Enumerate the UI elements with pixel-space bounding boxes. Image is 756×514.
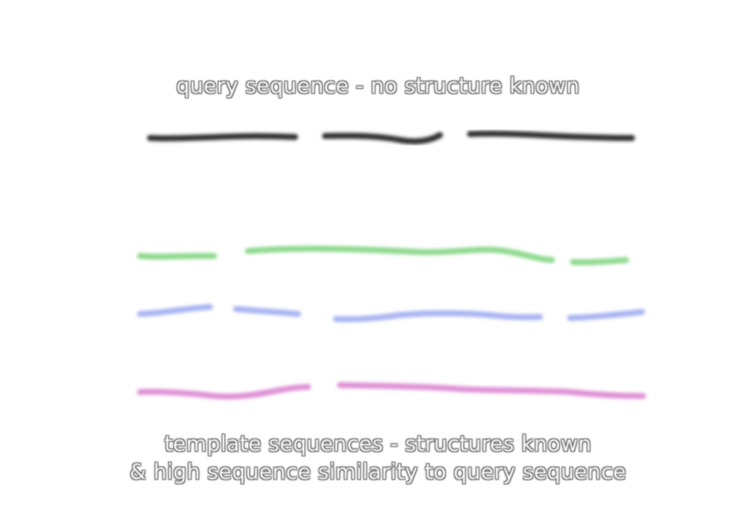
query-sequence-line (147, 130, 635, 145)
blue-segment-2 (233, 306, 301, 317)
template-sequences-label-line1: template sequences - structures known (164, 432, 592, 456)
query-sequence-label: query sequence - no structure known (176, 74, 580, 98)
blue-segment-3 (333, 310, 543, 323)
blue-segment-1 (137, 304, 213, 317)
query-segment-2 (322, 132, 443, 145)
magenta-segment-1 (137, 384, 311, 400)
magenta-segment-2 (337, 382, 646, 399)
template-sequence-magenta (137, 382, 646, 400)
query-segment-1 (147, 133, 298, 142)
template-sequences-label-line2: & high sequence similarity to query sequ… (129, 460, 627, 484)
query-segment-3 (467, 130, 635, 141)
green-segment-1 (137, 252, 217, 260)
green-segment-2 (245, 245, 555, 263)
template-sequence-green (137, 245, 629, 266)
green-segment-3 (570, 257, 629, 266)
blue-segment-4 (567, 309, 645, 321)
template-sequence-blue (137, 304, 645, 323)
